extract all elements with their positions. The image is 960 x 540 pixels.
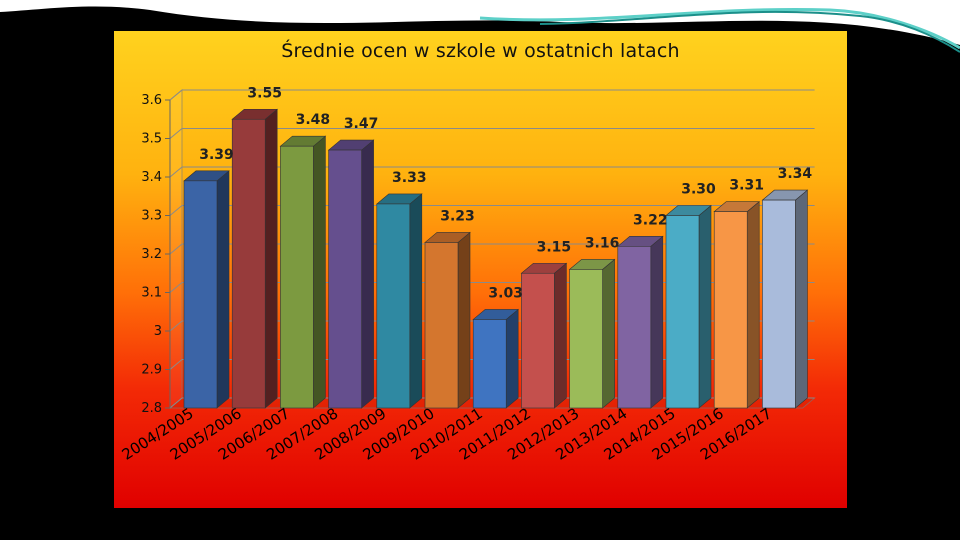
bar-side <box>216 170 230 409</box>
y-axis: 2.8 2.9 3 3.1 3.2 3.3 3.4 3.5 3.6 <box>141 93 171 416</box>
bar-side <box>361 139 374 409</box>
data-label: 3.39 <box>199 147 234 163</box>
bar-front <box>472 319 507 409</box>
data-label: 3.31 <box>729 178 764 194</box>
bar-front <box>569 269 603 409</box>
bar <box>713 201 761 409</box>
data-label: 3.33 <box>392 170 427 186</box>
bar <box>327 139 375 409</box>
bar-side <box>795 189 808 409</box>
bar-front <box>231 118 266 409</box>
data-label: 3.03 <box>488 285 523 301</box>
data-label: 3.55 <box>247 85 282 101</box>
bar <box>472 308 520 409</box>
bar <box>616 235 664 409</box>
bar <box>279 135 327 409</box>
data-label: 3.22 <box>633 212 668 228</box>
bar-front <box>521 272 555 409</box>
bar-side <box>746 201 760 409</box>
bar-front <box>328 149 362 409</box>
gridline-diagonal <box>169 128 183 139</box>
bar-front <box>665 215 700 409</box>
data-label: 3.30 <box>681 182 716 198</box>
data-label: 3.15 <box>537 239 572 255</box>
bar-side <box>650 235 664 409</box>
y-tick-label: 3.6 <box>141 93 162 108</box>
bar-front <box>183 180 218 409</box>
bar-front <box>617 246 652 409</box>
bar-side <box>602 258 615 409</box>
bar <box>665 204 712 409</box>
bars <box>183 108 809 409</box>
gridline-diagonal <box>169 359 183 370</box>
data-label: 3.47 <box>344 116 379 132</box>
bar-front <box>762 199 796 409</box>
bar-front <box>424 242 459 409</box>
bar-front <box>280 145 314 409</box>
data-label: 3.48 <box>296 112 331 128</box>
data-labels: 3.39 3.55 3.48 3.47 3.33 3.23 3.03 3.15 3.16 3.22… <box>199 85 812 301</box>
gridline-diagonal <box>169 397 183 409</box>
y-tick-label: 3.1 <box>141 286 162 301</box>
data-label: 3.16 <box>585 235 620 251</box>
bar-side <box>409 193 423 409</box>
bar-side <box>313 135 326 409</box>
y-tick-label: 3.4 <box>141 170 162 185</box>
chart-title: Średnie ocen w szkole w ostatnich latach <box>281 40 680 62</box>
bar-side <box>457 231 471 409</box>
x-axis-labels: 2004/20052005/20062006/20072007/20082008… <box>119 404 775 463</box>
bar-side <box>698 204 712 409</box>
y-tick-label: 2.8 <box>141 401 162 416</box>
bar-side <box>554 262 567 409</box>
bar-side <box>505 308 519 409</box>
gridline-diagonal <box>169 320 183 332</box>
gridline-diagonal <box>169 282 183 293</box>
bar <box>375 193 423 409</box>
y-tick-label: 3 <box>154 324 162 339</box>
bar <box>424 231 471 409</box>
gridline-diagonal <box>169 89 183 101</box>
gridline-diagonal <box>169 243 183 255</box>
bar-side <box>264 108 278 409</box>
data-label: 3.34 <box>778 166 813 182</box>
data-label: 3.23 <box>440 208 475 224</box>
bar <box>568 258 616 409</box>
bar <box>231 108 279 409</box>
bar <box>761 189 809 409</box>
bar <box>183 170 230 409</box>
bar-front <box>713 211 748 409</box>
y-tick-label: 3.2 <box>141 247 162 262</box>
decorative-wave <box>0 0 960 53</box>
gridline-diagonal <box>169 166 183 178</box>
bar <box>520 262 568 409</box>
bar-front <box>376 203 411 409</box>
y-tick-label: 2.9 <box>141 363 162 378</box>
y-tick-label: 3.5 <box>141 132 162 147</box>
y-tick-label: 3.3 <box>141 209 162 224</box>
gridline-diagonal <box>169 205 183 216</box>
